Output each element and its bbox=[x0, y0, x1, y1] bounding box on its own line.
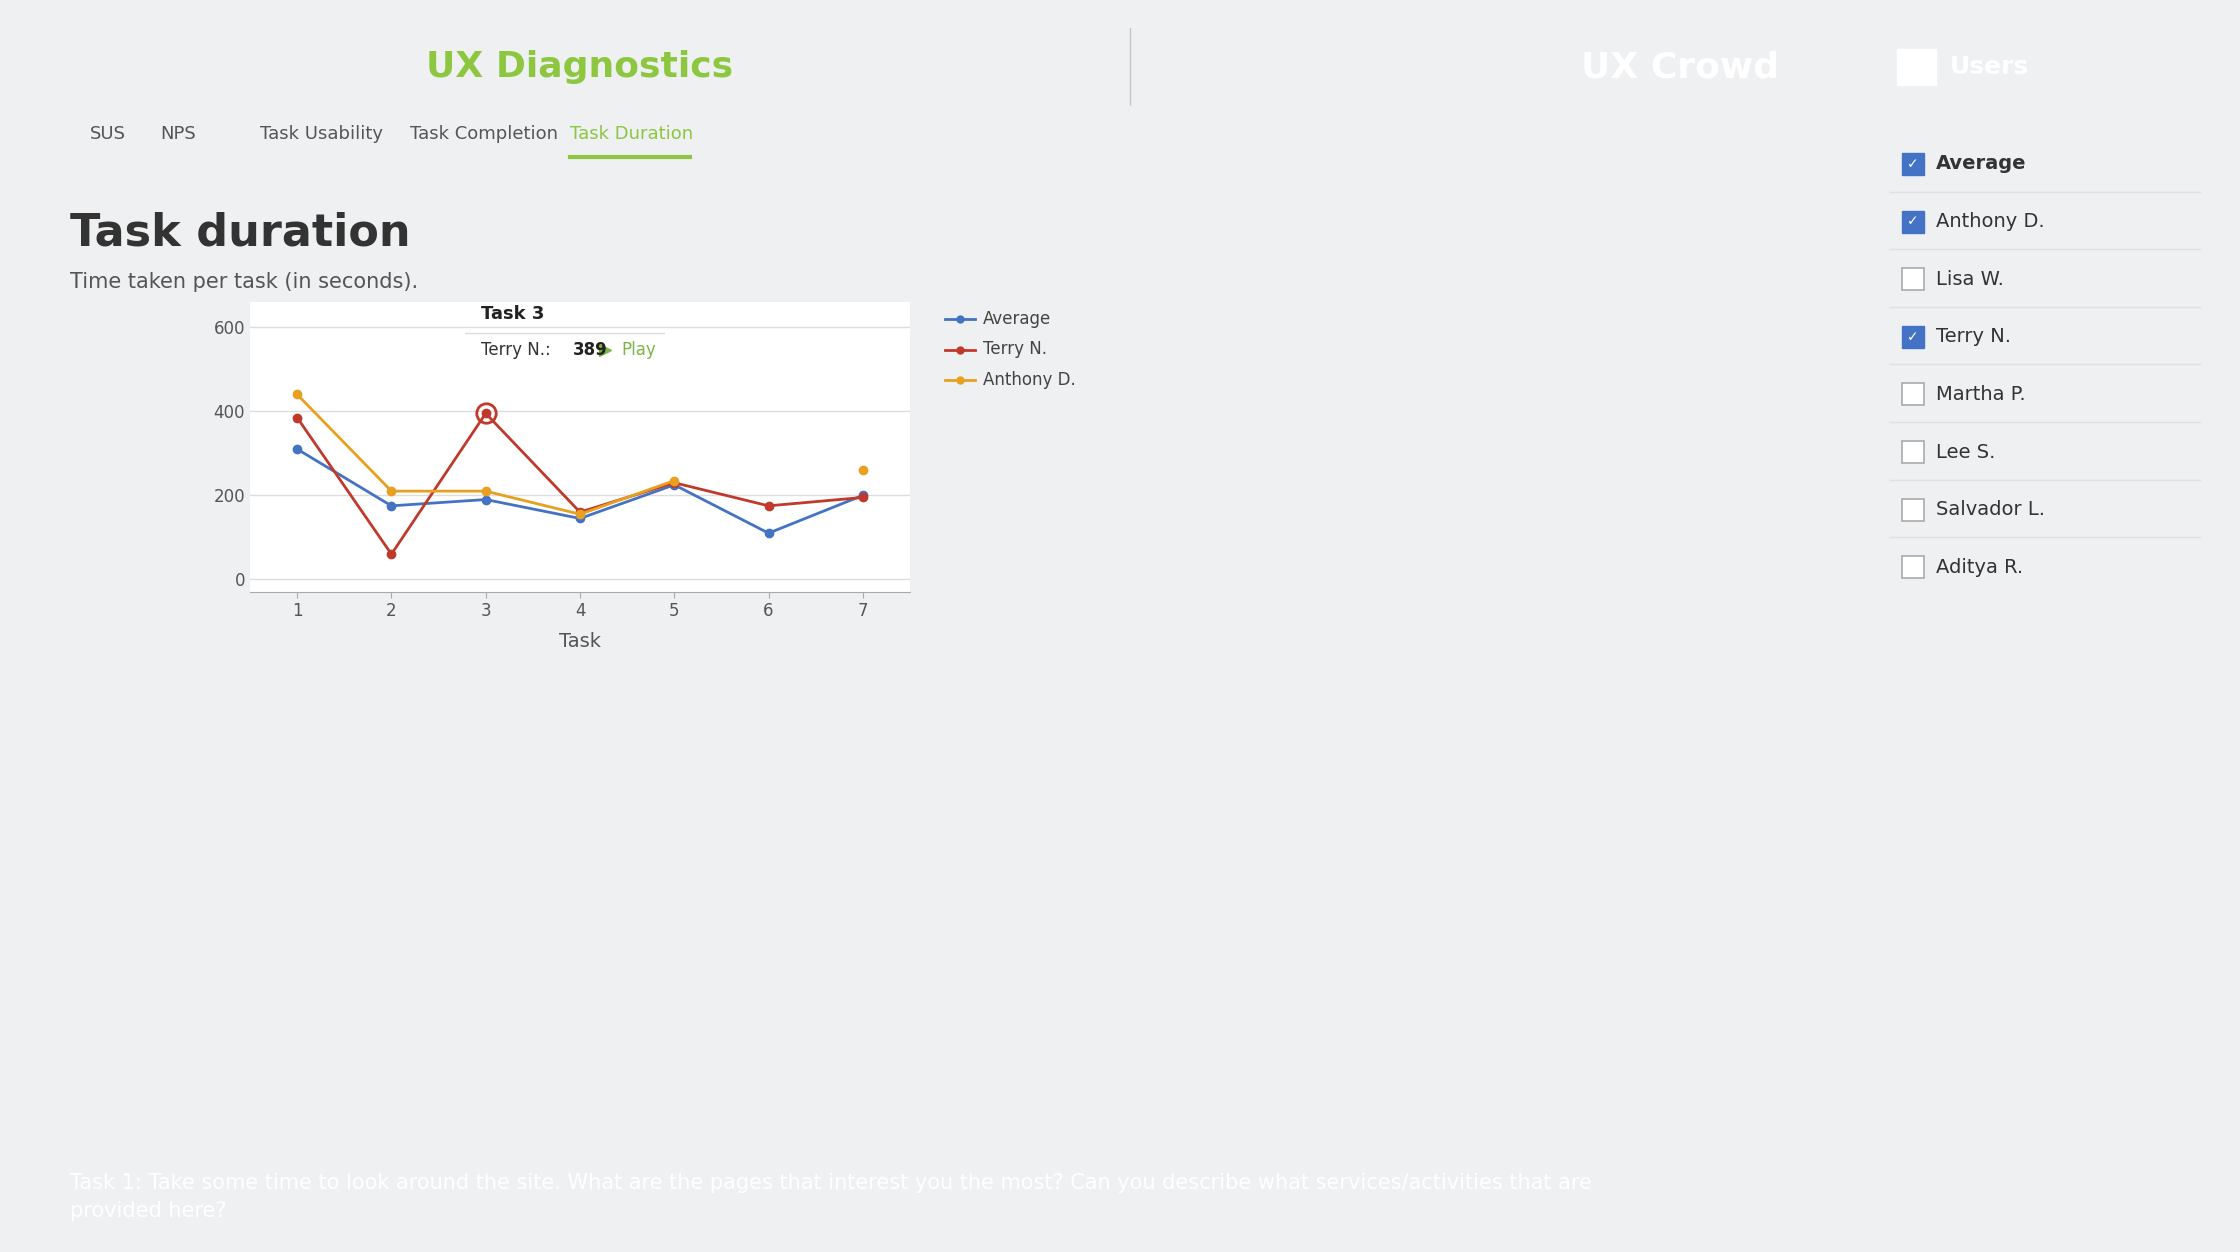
Text: Anthony D.: Anthony D. bbox=[1935, 212, 2045, 232]
Text: ✓: ✓ bbox=[1906, 214, 1920, 229]
Text: ✓: ✓ bbox=[1906, 156, 1920, 170]
Text: Terry N.: Terry N. bbox=[1935, 327, 2012, 347]
Text: Martha P.: Martha P. bbox=[1935, 384, 2025, 404]
Average bbox=[284, 442, 311, 457]
Bar bbox=[1902, 383, 1924, 406]
Text: SUS: SUS bbox=[90, 125, 125, 143]
Bar bbox=[1902, 441, 1924, 463]
Bar bbox=[1902, 153, 1924, 175]
Terry N. bbox=[661, 476, 688, 491]
Text: Task Usability: Task Usability bbox=[260, 125, 383, 143]
Anthony D. bbox=[284, 387, 311, 402]
Anthony D. bbox=[567, 507, 594, 522]
Text: Task duration: Task duration bbox=[69, 212, 410, 255]
Text: 389: 389 bbox=[573, 341, 607, 359]
Text: Salvador L.: Salvador L. bbox=[1935, 501, 2045, 520]
Text: Users: Users bbox=[1949, 55, 2029, 79]
Text: Time taken per task (in seconds).: Time taken per task (in seconds). bbox=[69, 272, 419, 292]
Anthony D. bbox=[661, 473, 688, 488]
Text: Task 1: Take some time to look around the site. What are the pages that interest: Task 1: Take some time to look around th… bbox=[69, 1173, 1593, 1221]
FancyBboxPatch shape bbox=[1897, 49, 1935, 85]
Average bbox=[473, 492, 500, 507]
Text: Lee S.: Lee S. bbox=[1935, 443, 1996, 462]
Bar bbox=[1902, 498, 1924, 521]
Anthony D. bbox=[379, 483, 405, 498]
Average bbox=[849, 488, 876, 503]
Line: Terry N.: Terry N. bbox=[293, 409, 867, 558]
Terry N. bbox=[755, 498, 782, 513]
Text: Anthony D.: Anthony D. bbox=[983, 371, 1075, 389]
Text: UX Diagnostics: UX Diagnostics bbox=[426, 50, 732, 84]
Average bbox=[567, 511, 594, 526]
Anthony D. bbox=[849, 462, 876, 477]
Terry N. bbox=[284, 411, 311, 426]
Bar bbox=[1902, 210, 1924, 233]
Terry N. bbox=[473, 406, 500, 421]
Anthony D. bbox=[473, 483, 500, 498]
Text: Task Completion: Task Completion bbox=[410, 125, 558, 143]
Text: Average: Average bbox=[983, 310, 1051, 328]
Average bbox=[661, 477, 688, 492]
Text: Task Duration: Task Duration bbox=[569, 125, 692, 143]
Text: UX Crowd: UX Crowd bbox=[1581, 50, 1779, 84]
Bar bbox=[1902, 556, 1924, 578]
Average bbox=[755, 526, 782, 541]
Text: NPS: NPS bbox=[159, 125, 195, 143]
Text: Lisa W.: Lisa W. bbox=[1935, 269, 2005, 289]
Terry N. bbox=[567, 505, 594, 520]
Text: Terry N.:: Terry N.: bbox=[482, 341, 556, 359]
Text: Terry N.: Terry N. bbox=[983, 341, 1048, 358]
Text: Play: Play bbox=[620, 341, 656, 359]
Line: Average: Average bbox=[293, 444, 867, 537]
Average bbox=[379, 498, 405, 513]
Terry N. bbox=[849, 490, 876, 505]
X-axis label: Task: Task bbox=[560, 631, 600, 651]
Bar bbox=[1902, 268, 1924, 290]
Text: ✓: ✓ bbox=[1906, 329, 1920, 344]
Terry N. bbox=[379, 547, 405, 562]
Text: Average: Average bbox=[1935, 154, 2027, 173]
Text: Aditya R.: Aditya R. bbox=[1935, 558, 2023, 577]
Line: Anthony D.: Anthony D. bbox=[293, 391, 867, 518]
Bar bbox=[1902, 326, 1924, 348]
Text: Task 3: Task 3 bbox=[482, 304, 544, 323]
